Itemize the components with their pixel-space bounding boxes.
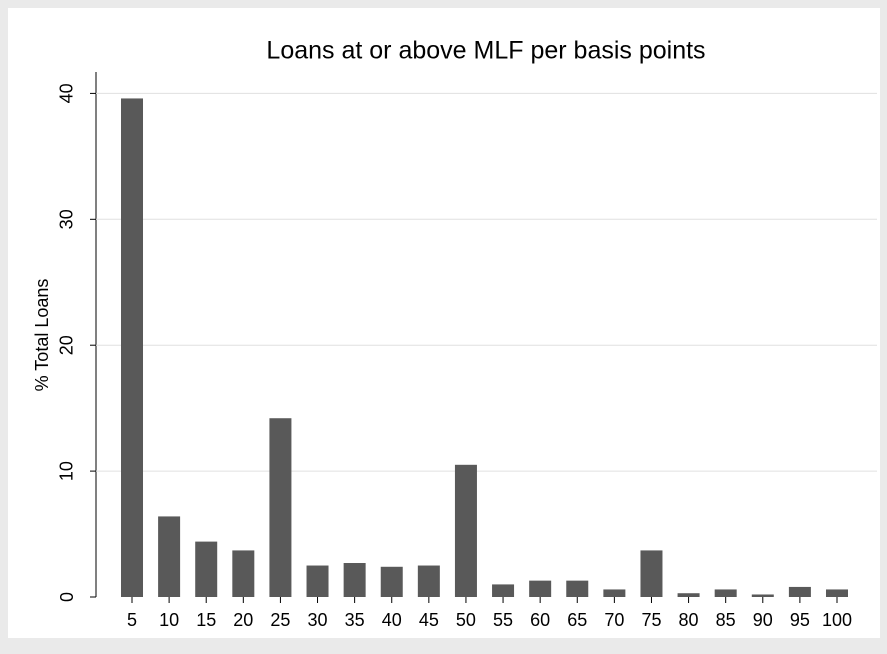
bar: [825, 589, 848, 597]
bar: [454, 464, 477, 597]
bar: [492, 584, 515, 597]
x-tick-label: 85: [716, 610, 736, 630]
x-tick-label: 80: [679, 610, 699, 630]
x-tick-label: 70: [604, 610, 624, 630]
plot-background: [8, 8, 880, 638]
x-tick-label: 95: [790, 610, 810, 630]
y-axis-title: % Total Loans: [32, 279, 52, 392]
x-tick-label: 10: [159, 610, 179, 630]
x-tick-label: 20: [233, 610, 253, 630]
bar: [640, 550, 663, 597]
bar: [603, 589, 626, 597]
bar: [788, 586, 811, 597]
bar: [343, 563, 366, 597]
x-tick-label: 90: [753, 610, 773, 630]
x-tick-label: 55: [493, 610, 513, 630]
bar: [714, 589, 737, 597]
x-tick-label: 35: [345, 610, 365, 630]
bar: [677, 593, 700, 597]
bar: [529, 580, 552, 597]
x-tick-label: 30: [308, 610, 328, 630]
x-tick-label: 50: [456, 610, 476, 630]
bar: [195, 541, 218, 597]
x-tick-label: 60: [530, 610, 550, 630]
x-tick-label: 100: [822, 610, 852, 630]
bar: [751, 594, 774, 597]
bar: [380, 566, 403, 597]
chart-title: Loans at or above MLF per basis points: [266, 37, 705, 65]
y-tick-label: 0: [57, 592, 77, 602]
bar: [417, 565, 440, 597]
x-tick-label: 65: [567, 610, 587, 630]
x-tick-label: 40: [382, 610, 402, 630]
y-tick-label: 10: [57, 461, 77, 481]
bar: [269, 418, 292, 597]
x-tick-label: 25: [270, 610, 290, 630]
bar: [306, 565, 329, 597]
bar: [232, 550, 255, 597]
x-tick-label: 5: [127, 610, 137, 630]
bar: [158, 516, 181, 597]
y-tick-label: 40: [57, 83, 77, 103]
y-tick-label: 30: [57, 209, 77, 229]
bar: [121, 98, 144, 598]
x-tick-label: 45: [419, 610, 439, 630]
y-tick-label: 20: [57, 335, 77, 355]
bar: [566, 580, 589, 597]
x-tick-label: 75: [641, 610, 661, 630]
x-tick-label: 15: [196, 610, 216, 630]
